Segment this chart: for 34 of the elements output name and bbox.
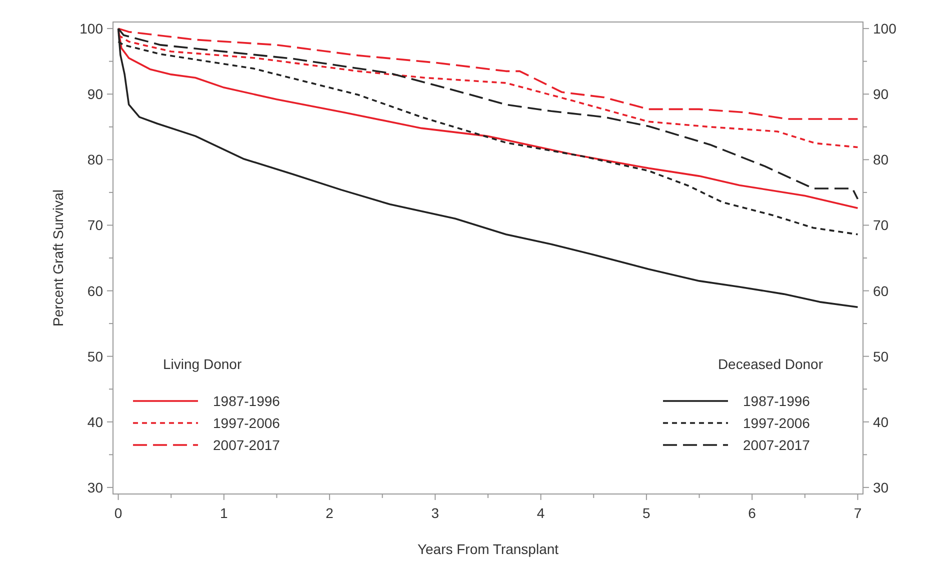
legend-label: 2007-2017 bbox=[213, 437, 280, 453]
annotation: Living Donor bbox=[163, 356, 242, 372]
x-tick-label: 3 bbox=[431, 505, 440, 521]
legend-label: 1987-1996 bbox=[213, 393, 280, 409]
y-tick-label: 100 bbox=[80, 20, 104, 37]
y-tick-label: 30 bbox=[87, 479, 104, 496]
y-axis-title: Percent Graft Survival bbox=[50, 190, 66, 326]
x-tick-label: 7 bbox=[854, 505, 862, 521]
x-tick-label: 0 bbox=[114, 505, 122, 521]
y2-tick-label: 50 bbox=[873, 348, 889, 364]
x-tick-label: 5 bbox=[642, 505, 651, 521]
y-tick-label: 80 bbox=[87, 152, 104, 168]
y-tick-label: 90 bbox=[87, 86, 104, 102]
legend-label: 1997-2006 bbox=[213, 415, 280, 431]
y-tick-label: 50 bbox=[87, 348, 104, 364]
y-tick-label: 40 bbox=[87, 414, 104, 430]
x-axis-title: Years From Transplant bbox=[417, 541, 559, 557]
legend-label: 2007-2017 bbox=[743, 437, 810, 453]
y2-tick-label: 70 bbox=[873, 217, 889, 234]
y2-tick-label: 60 bbox=[873, 282, 889, 299]
x-tick-label: 6 bbox=[748, 505, 756, 521]
y-tick-label: 70 bbox=[87, 217, 104, 234]
x-tick-label: 1 bbox=[220, 505, 228, 521]
y2-tick-label: 80 bbox=[873, 152, 889, 168]
y2-tick-label: 30 bbox=[873, 479, 889, 496]
y-tick-label: 60 bbox=[87, 282, 104, 299]
x-tick-label: 4 bbox=[536, 505, 545, 521]
legend-label: 1997-2006 bbox=[743, 415, 810, 431]
legend-label: 1987-1996 bbox=[743, 393, 810, 409]
y2-tick-label: 90 bbox=[873, 86, 889, 102]
y2-tick-label: 100 bbox=[873, 20, 897, 37]
annotation: Deceased Donor bbox=[718, 356, 824, 372]
x-tick-label: 2 bbox=[326, 505, 334, 521]
y2-tick-label: 40 bbox=[873, 414, 889, 430]
